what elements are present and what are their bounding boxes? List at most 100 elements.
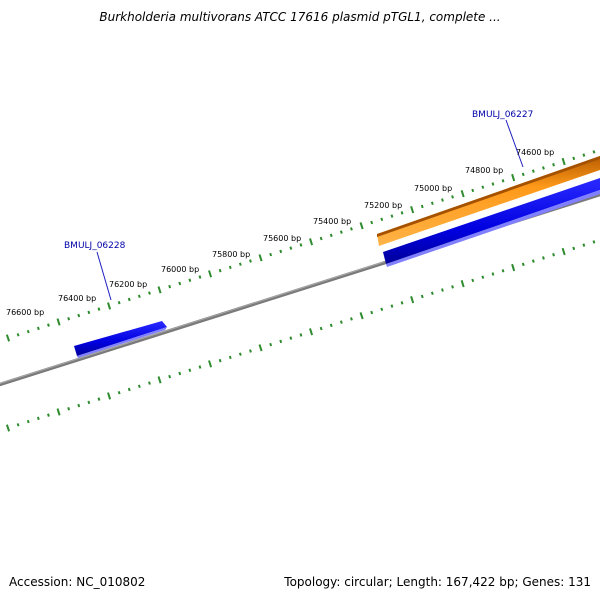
gene-label-leader-06227 [505, 119, 524, 168]
topology-summary-text: Topology: circular; Length: 167,422 bp; … [284, 575, 591, 589]
reverse-track-minor-tick [370, 310, 374, 315]
reverse-track-minor-tick [127, 387, 131, 392]
reverse-track-minor-tick [269, 342, 273, 347]
forward-track-minor-tick [188, 278, 192, 282]
reverse-track-minor-tick [148, 381, 151, 385]
reverse-track-minor-tick [178, 371, 182, 376]
reverse-track-minor-tick [218, 358, 222, 363]
reverse-track-minor-tick [188, 368, 192, 372]
forward-track-minor-tick [137, 294, 141, 299]
forward-track-minor-tick [451, 195, 454, 199]
gene-label-leader-06228 [96, 251, 112, 301]
reverse-track-minor-tick [228, 355, 232, 360]
reverse-track-major-tick [5, 424, 11, 432]
reverse-track-minor-tick [441, 288, 444, 292]
reverse-track-minor-tick [400, 301, 404, 305]
forward-track-major-tick [511, 173, 516, 182]
forward-track-major-tick [410, 206, 415, 214]
forward-track-minor-tick [279, 249, 283, 254]
forward-track-minor-tick [26, 329, 30, 334]
gene-label-bmulj-06228: BMULJ_06228 [64, 241, 126, 251]
reverse-track-minor-tick [521, 262, 525, 267]
forward-track-minor-tick [441, 198, 444, 202]
forward-track-minor-tick [582, 153, 586, 157]
bp-label-76000: 76000 bp [161, 265, 199, 274]
bp-label-75800: 75800 bp [212, 250, 250, 259]
forward-track-minor-tick [67, 317, 71, 321]
reverse-track-minor-tick [67, 407, 71, 411]
reverse-track-minor-tick [77, 403, 81, 408]
reverse-track-minor-tick [279, 339, 283, 344]
forward-track-major-tick [561, 157, 566, 166]
forward-track-minor-tick [572, 156, 576, 161]
forward-track-minor-tick [370, 220, 374, 225]
forward-track-minor-tick [329, 233, 333, 238]
bp-label-74600: 74600 bp [516, 148, 554, 157]
bp-label-75400: 75400 bp [313, 217, 351, 226]
reverse-track-minor-tick [238, 352, 242, 356]
reverse-track-minor-tick [47, 413, 50, 417]
forward-track-minor-tick [249, 259, 252, 263]
reverse-track-minor-tick [168, 374, 172, 379]
forward-track-minor-tick [552, 163, 555, 167]
bp-label-76200: 76200 bp [109, 280, 147, 289]
accession-text: Accession: NC_010802 [9, 575, 146, 589]
forward-track-minor-tick [228, 265, 232, 270]
feature-orange-bar[interactable] [377, 156, 600, 246]
reverse-track-minor-tick [592, 240, 596, 244]
forward-track-major-tick [107, 302, 112, 310]
forward-track-minor-tick [542, 166, 545, 170]
reverse-track-major-tick [359, 312, 364, 320]
forward-track-minor-tick [117, 300, 121, 305]
forward-track-minor-tick [97, 307, 101, 311]
reverse-track-major-tick [460, 280, 465, 288]
forward-track-minor-tick [238, 262, 242, 266]
bp-label-76400: 76400 bp [58, 294, 96, 303]
forward-track-minor-tick [319, 236, 323, 241]
forward-track-minor-tick [198, 275, 202, 279]
forward-track-minor-tick [430, 201, 434, 205]
forward-track-major-tick [359, 222, 364, 230]
reverse-track-minor-tick [481, 275, 485, 279]
forward-track-minor-tick [178, 281, 182, 286]
reverse-track-major-tick [410, 296, 415, 304]
forward-track-major-tick [56, 318, 61, 326]
forward-track-major-tick [460, 190, 465, 198]
reverse-track-minor-tick [299, 333, 303, 337]
reverse-track-minor-tick [329, 323, 333, 328]
reverse-track-minor-tick [339, 320, 343, 324]
map-title: Burkholderia multivorans ATCC 17616 plas… [99, 10, 501, 24]
reverse-track-minor-tick [531, 259, 535, 263]
gene-label-bmulj-06227: BMULJ_06227 [472, 110, 533, 120]
reverse-track-minor-tick [420, 294, 424, 299]
forward-track-minor-tick [168, 284, 172, 289]
forward-track-major-tick [157, 286, 162, 294]
forward-track-minor-tick [592, 150, 596, 154]
reverse-track-minor-tick [451, 285, 454, 289]
bp-label-74800: 74800 bp [465, 166, 503, 175]
bp-label-75200: 75200 bp [364, 201, 402, 210]
gene-bmulj-06228[interactable] [74, 321, 167, 358]
reverse-track-minor-tick [390, 304, 394, 308]
reverse-track-minor-tick [582, 243, 586, 247]
forward-track-minor-tick [400, 211, 404, 215]
reverse-track-minor-tick [430, 291, 434, 295]
bp-label-76600: 76600 bp [6, 308, 44, 317]
reverse-track-major-tick [56, 408, 61, 416]
forward-track-minor-tick [47, 323, 50, 327]
reverse-track-minor-tick [87, 400, 91, 405]
gene-bmulj-06227[interactable] [383, 178, 600, 267]
forward-track-minor-tick [420, 204, 424, 209]
reverse-track-minor-tick [350, 317, 353, 321]
reverse-track-major-tick [107, 392, 112, 400]
reverse-track-major-tick [208, 360, 213, 368]
forward-track-minor-tick [471, 188, 475, 193]
reverse-track-minor-tick [552, 253, 555, 257]
forward-track-minor-tick [36, 326, 40, 331]
forward-track-minor-tick [299, 243, 303, 247]
reverse-track-minor-tick [380, 307, 384, 312]
forward-track-minor-tick [380, 217, 384, 222]
forward-track-minor-tick [127, 297, 131, 302]
reverse-track-minor-tick [319, 326, 323, 331]
